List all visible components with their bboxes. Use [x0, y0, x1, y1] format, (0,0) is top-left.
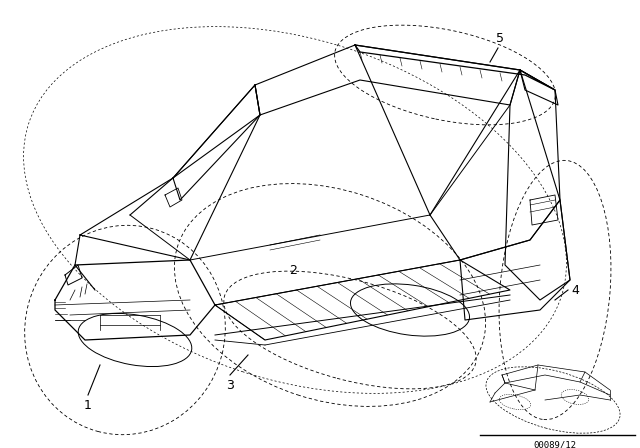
Text: 5: 5 [496, 31, 504, 44]
Text: 3: 3 [226, 379, 234, 392]
Text: 00089/12: 00089/12 [534, 440, 577, 448]
Text: 1: 1 [84, 399, 92, 412]
Text: 4: 4 [571, 284, 579, 297]
Text: 2: 2 [289, 263, 297, 276]
